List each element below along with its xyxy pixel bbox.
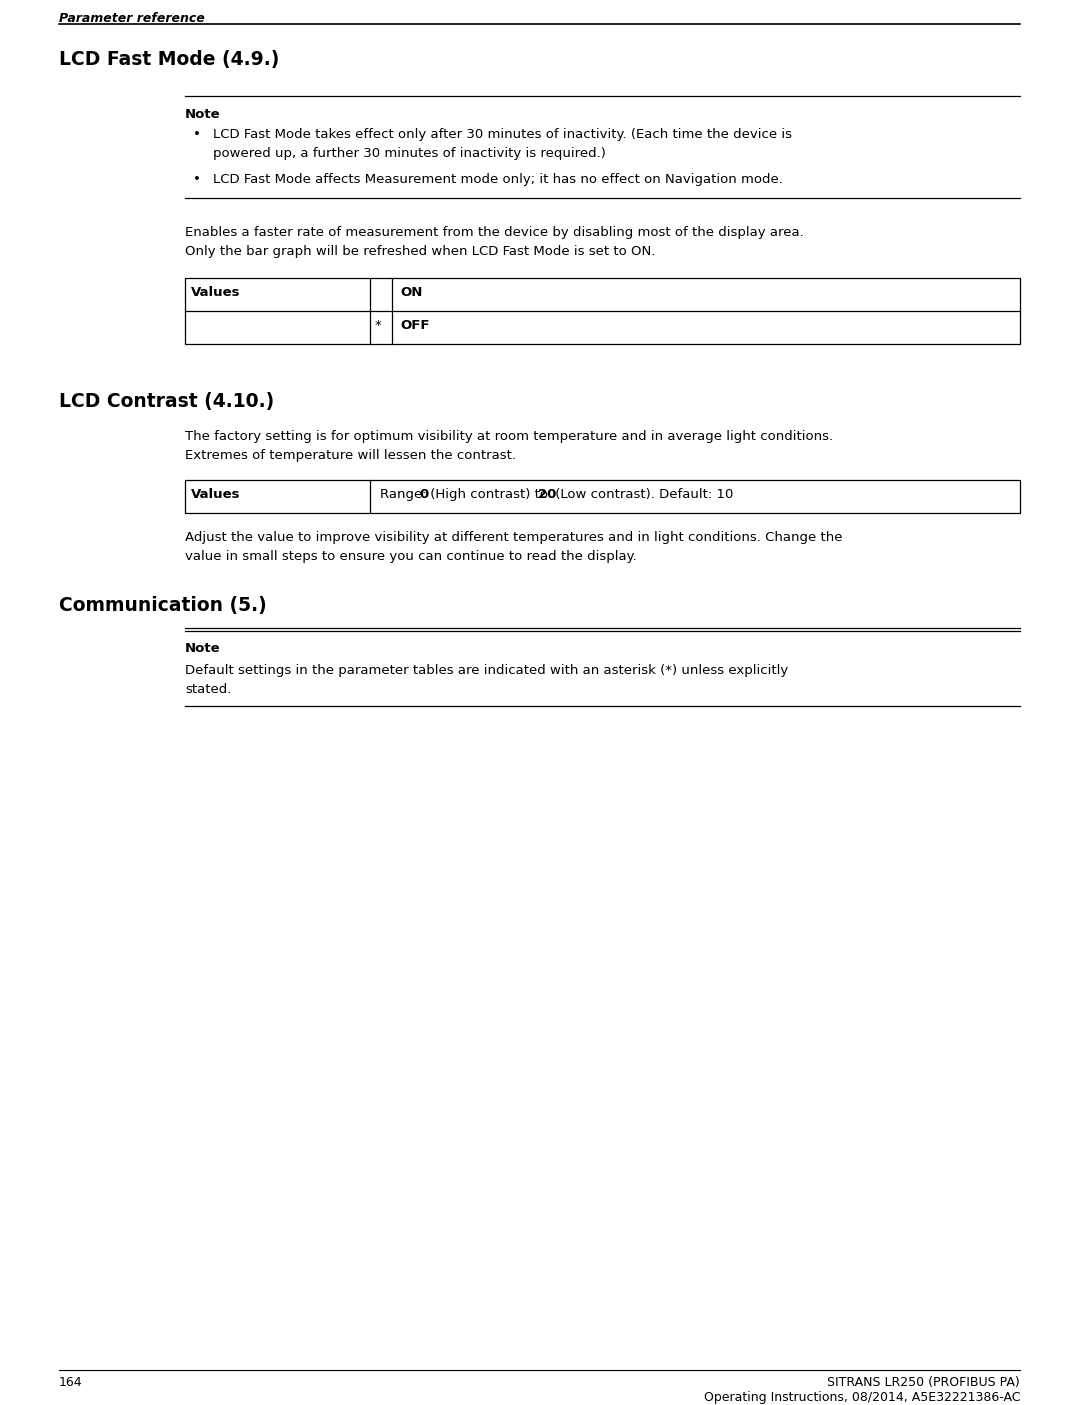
Text: LCD Fast Mode affects Measurement mode only; it has no effect on Navigation mode: LCD Fast Mode affects Measurement mode o… bbox=[213, 173, 783, 185]
Bar bbox=[185, 481, 1020, 513]
Text: (High contrast) to: (High contrast) to bbox=[426, 488, 552, 502]
Text: Range:: Range: bbox=[380, 488, 431, 502]
Text: OFF: OFF bbox=[400, 319, 430, 332]
Text: Operating Instructions, 08/2014, A5E32221386-AC: Operating Instructions, 08/2014, A5E3222… bbox=[703, 1391, 1020, 1404]
Text: Adjust the value to improve visibility at different temperatures and in light co: Adjust the value to improve visibility a… bbox=[185, 531, 842, 544]
Text: The factory setting is for optimum visibility at room temperature and in average: The factory setting is for optimum visib… bbox=[185, 430, 833, 443]
Text: value in small steps to ensure you can continue to read the display.: value in small steps to ensure you can c… bbox=[185, 549, 637, 563]
Text: 20: 20 bbox=[538, 488, 556, 502]
Text: LCD Fast Mode (4.9.): LCD Fast Mode (4.9.) bbox=[59, 51, 279, 69]
Text: stated.: stated. bbox=[185, 683, 231, 695]
Text: Communication (5.): Communication (5.) bbox=[59, 596, 266, 615]
Text: ON: ON bbox=[400, 287, 422, 299]
Text: Note: Note bbox=[185, 108, 220, 121]
Text: Values: Values bbox=[191, 287, 241, 299]
Text: Only the bar graph will be refreshed when LCD Fast Mode is set to ON.: Only the bar graph will be refreshed whe… bbox=[185, 244, 655, 259]
Text: Values: Values bbox=[191, 488, 241, 502]
Text: Parameter reference: Parameter reference bbox=[59, 13, 205, 25]
Text: (Low contrast). Default: 10: (Low contrast). Default: 10 bbox=[551, 488, 734, 502]
Text: Note: Note bbox=[185, 642, 220, 655]
Text: Default settings in the parameter tables are indicated with an asterisk (*) unle: Default settings in the parameter tables… bbox=[185, 665, 788, 677]
Text: •: • bbox=[193, 128, 201, 140]
Text: powered up, a further 30 minutes of inactivity is required.): powered up, a further 30 minutes of inac… bbox=[213, 148, 606, 160]
Text: LCD Fast Mode takes effect only after 30 minutes of inactivity. (Each time the d: LCD Fast Mode takes effect only after 30… bbox=[213, 128, 792, 140]
Text: 164: 164 bbox=[59, 1375, 83, 1390]
Text: Enables a faster rate of measurement from the device by disabling most of the di: Enables a faster rate of measurement fro… bbox=[185, 226, 803, 239]
Text: •: • bbox=[193, 173, 201, 185]
Bar bbox=[185, 278, 1020, 344]
Text: SITRANS LR250 (PROFIBUS PA): SITRANS LR250 (PROFIBUS PA) bbox=[827, 1375, 1020, 1390]
Text: Extremes of temperature will lessen the contrast.: Extremes of temperature will lessen the … bbox=[185, 450, 516, 462]
Text: 0: 0 bbox=[419, 488, 429, 502]
Text: LCD Contrast (4.10.): LCD Contrast (4.10.) bbox=[59, 392, 274, 412]
Text: *: * bbox=[375, 319, 381, 332]
